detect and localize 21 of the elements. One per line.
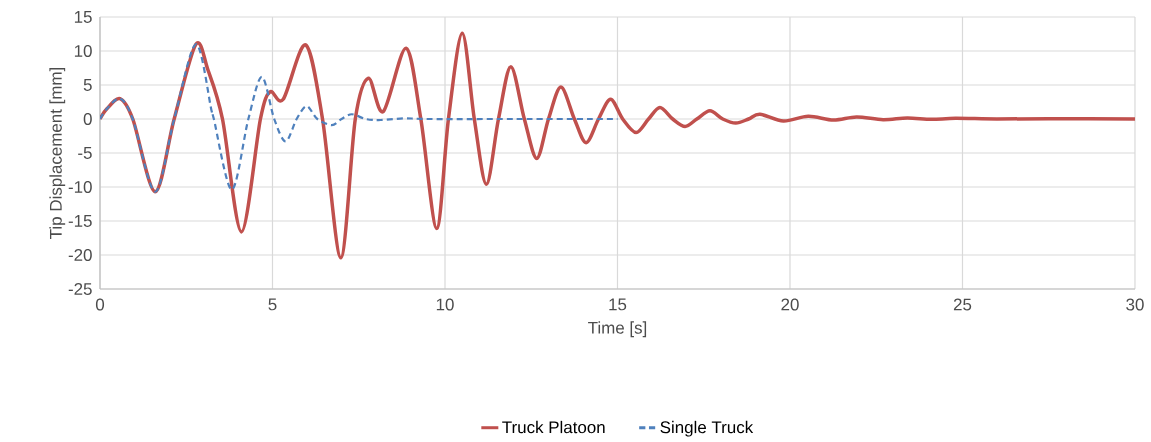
y-tick-label: 0 <box>83 113 92 125</box>
y-tick-label: -25 <box>68 283 92 295</box>
legend-label: Truck Platoon <box>502 420 605 434</box>
y-tick-label: -10 <box>68 181 92 193</box>
x-axis-title: Time [s] <box>588 321 647 338</box>
x-tick-label: 5 <box>268 298 277 311</box>
x-tick-label: 25 <box>953 298 972 311</box>
legend-label: Single Truck <box>660 420 754 437</box>
x-tick-label: 30 <box>1126 298 1144 311</box>
x-tick-label: 15 <box>609 298 627 311</box>
y-tick-label: -20 <box>68 249 92 261</box>
y-tick-label: -5 <box>78 147 92 159</box>
x-tick-label: 10 <box>436 298 454 311</box>
y-axis-title: Tip Displacement [mm] <box>49 67 66 239</box>
line-series <box>100 31 1135 260</box>
y-tick-label: 10 <box>74 45 92 57</box>
y-tick-label: -15 <box>68 215 92 227</box>
x-tick-label: 20 <box>781 298 799 311</box>
y-tick-label: 15 <box>74 11 92 23</box>
y-tick-label: 5 <box>83 79 92 91</box>
x-tick-label: 0 <box>95 298 105 311</box>
